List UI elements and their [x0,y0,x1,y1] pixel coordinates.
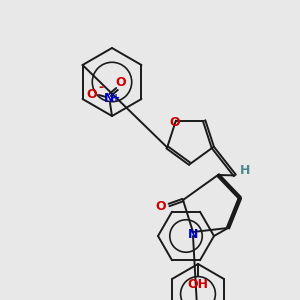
Text: -: - [98,82,104,94]
Text: O: O [87,88,97,100]
Text: OH: OH [188,278,208,290]
Text: +: + [112,93,120,103]
Text: N: N [188,227,198,241]
Text: H: H [240,164,250,177]
Text: O: O [116,76,126,89]
Text: O: O [156,200,166,214]
Text: O: O [169,116,180,129]
Text: N: N [104,92,114,106]
